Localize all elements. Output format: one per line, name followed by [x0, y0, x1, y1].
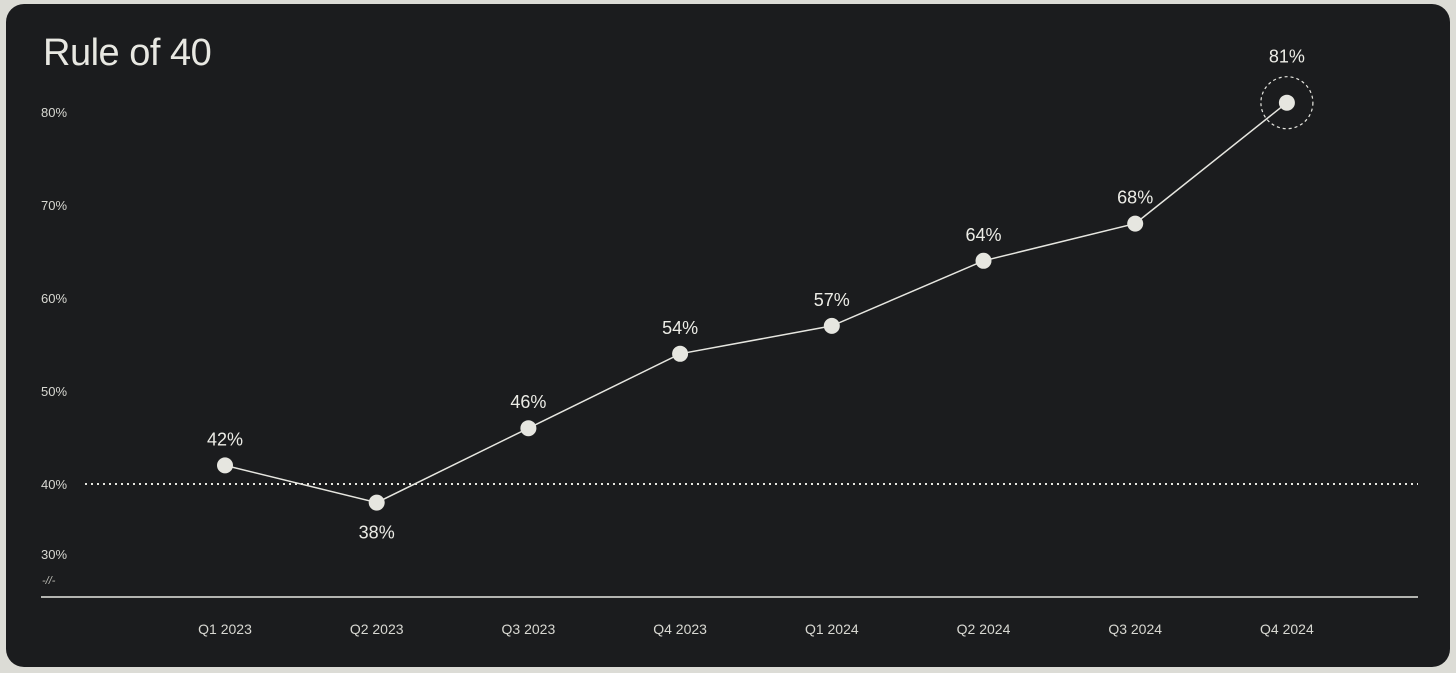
data-point	[975, 252, 992, 269]
x-tick-label: Q1 2023	[198, 621, 252, 637]
y-tick-label: 80%	[41, 105, 67, 120]
y-tick-label: 50%	[41, 384, 67, 399]
data-point	[672, 345, 689, 362]
x-tick-label: Q4 2024	[1260, 621, 1314, 637]
data-label: 57%	[814, 290, 850, 310]
x-tick-label: Q3 2023	[502, 621, 556, 637]
line-chart: 30% 40% 50% 60% 70% 80% -//- Q1 2023 Q2 2023 Q3 2…	[41, 47, 1418, 637]
y-tick-label: 60%	[41, 291, 67, 306]
axis-break-symbol: -//-	[42, 575, 56, 587]
highlight-ring	[1260, 76, 1314, 130]
x-tick-label: Q2 2023	[350, 621, 404, 637]
data-label: 46%	[510, 392, 546, 412]
x-tick-label: Q4 2023	[653, 621, 707, 637]
data-label: 81%	[1269, 47, 1305, 67]
y-tick-label: 30%	[41, 547, 67, 562]
y-tick-label: 40%	[41, 477, 67, 492]
chart-card: Rule of 40 30% 40% 50% 60% 70% 80% -//- Q1 2023…	[6, 4, 1450, 667]
data-point	[1278, 94, 1295, 111]
x-tick-label: Q2 2024	[957, 621, 1011, 637]
data-label: 68%	[1117, 188, 1153, 208]
data-label: 54%	[662, 318, 698, 338]
data-label: 42%	[207, 429, 243, 449]
data-label: 38%	[359, 523, 395, 543]
y-tick-label: 70%	[41, 198, 67, 213]
data-point	[1127, 215, 1144, 232]
data-point	[217, 457, 233, 474]
data-point	[823, 317, 840, 334]
data-point	[520, 420, 537, 437]
series-line	[224, 102, 1288, 504]
data-label: 64%	[965, 225, 1001, 245]
x-tick-label: Q1 2024	[805, 621, 859, 637]
x-tick-label: Q3 2024	[1108, 621, 1162, 637]
chart-title: Rule of 40	[43, 32, 212, 74]
data-point	[368, 494, 385, 511]
